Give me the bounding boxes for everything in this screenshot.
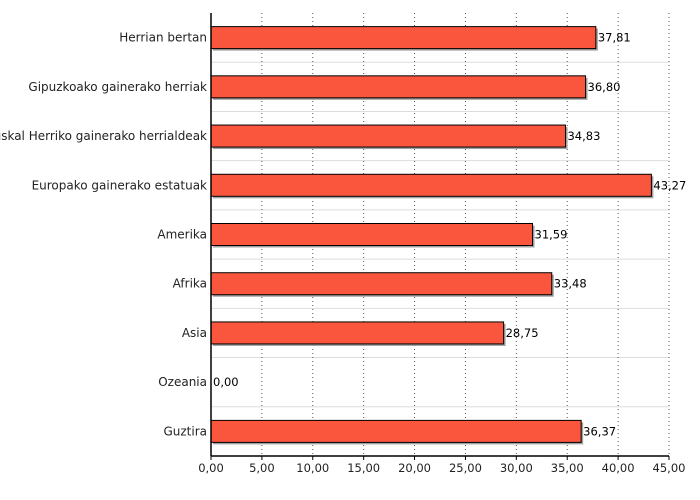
value-label: 36,37 <box>583 424 616 438</box>
value-label: 28,75 <box>506 326 539 340</box>
grid-layer <box>211 13 670 456</box>
x-tick-label: 0,00 <box>198 461 224 475</box>
bars-layer <box>210 26 654 445</box>
x-tick-label: 25,00 <box>449 461 482 475</box>
bar <box>210 124 566 148</box>
x-tick-label: 40,00 <box>602 461 635 475</box>
x-tick-label: 5,00 <box>249 461 275 475</box>
category-label: Ozeania <box>158 375 207 389</box>
value-label: 34,83 <box>567 129 600 143</box>
category-label: Asia <box>182 326 207 340</box>
labels-layer: 0,00 5,00 10,00 15,00 20,00 25,00 30,00 35,00 40… <box>0 31 686 475</box>
value-label: 36,80 <box>588 80 621 94</box>
x-tick-label: 45,00 <box>653 461 686 475</box>
bar <box>210 26 597 50</box>
bar <box>210 419 582 443</box>
category-label: Afrika <box>173 277 207 291</box>
value-label: 43,27 <box>653 178 686 192</box>
category-label: Euskal Herriko gainerako herrialdeak <box>0 129 207 143</box>
category-label: Herrian bertan <box>119 31 207 45</box>
value-label: 31,59 <box>535 228 568 242</box>
x-tick-label: 30,00 <box>500 461 533 475</box>
bar <box>210 321 505 345</box>
bar <box>210 272 553 296</box>
x-tick-label: 20,00 <box>398 461 431 475</box>
axes-layer <box>210 13 670 460</box>
category-label: Europako gainerako estatuak <box>32 178 207 192</box>
category-label: Amerika <box>157 228 207 242</box>
x-tick-label: 35,00 <box>551 461 584 475</box>
value-label: 0,00 <box>213 375 239 389</box>
value-label: 33,48 <box>554 277 587 291</box>
x-tick-label: 10,00 <box>296 461 329 475</box>
bar <box>210 173 652 197</box>
category-label: Guztira <box>163 424 207 438</box>
value-label: 37,81 <box>598 31 631 45</box>
x-tick-label: 15,00 <box>347 461 380 475</box>
category-label: Gipuzkoako gainerako herriak <box>28 80 207 94</box>
bar <box>210 75 587 99</box>
bar <box>210 223 534 246</box>
